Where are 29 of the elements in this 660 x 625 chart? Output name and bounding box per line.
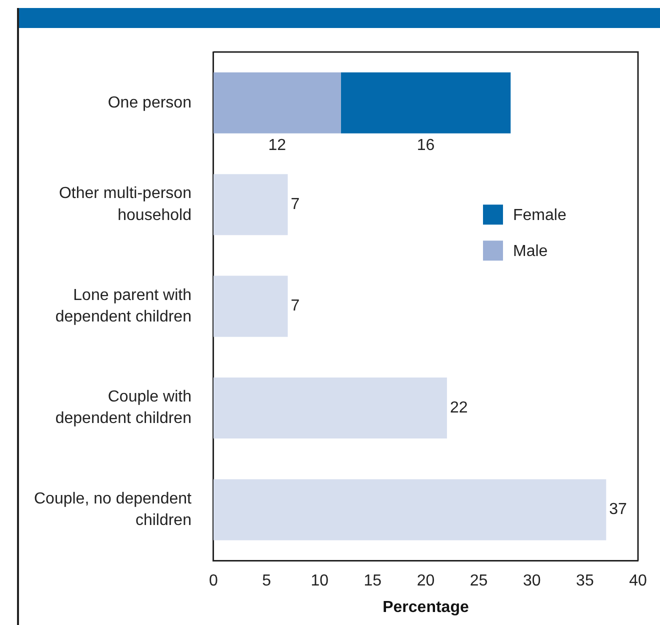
x-tick-label: 25 bbox=[470, 572, 488, 590]
bar bbox=[213, 479, 606, 540]
y-tick-label: Other multi-person household bbox=[58, 185, 192, 224]
bar bbox=[213, 72, 341, 134]
legend-label: Male bbox=[513, 242, 548, 260]
x-tick-label: 15 bbox=[364, 572, 382, 590]
legend-label: Female bbox=[513, 206, 566, 224]
data-label: 37 bbox=[609, 501, 628, 518]
x-tick-label: 30 bbox=[522, 572, 541, 590]
y-tick-label: Couple with dependent children bbox=[55, 388, 192, 428]
y-tick-label: Lone parent with dependent children bbox=[55, 286, 192, 326]
bar bbox=[340, 72, 511, 134]
data-label: 16 bbox=[416, 136, 435, 154]
x-tick-label: 5 bbox=[262, 572, 272, 590]
x-tick-label: 40 bbox=[629, 572, 647, 590]
data-label: 7 bbox=[290, 298, 300, 315]
data-label: 7 bbox=[290, 196, 300, 213]
data-label: 22 bbox=[450, 399, 468, 416]
data-label: 12 bbox=[268, 136, 286, 154]
x-tick-label: 35 bbox=[576, 572, 594, 590]
x-tick-label: 10 bbox=[310, 572, 329, 590]
y-tick-label: Couple, no dependent children bbox=[34, 490, 192, 529]
bar bbox=[213, 276, 288, 337]
x-tick-label: 20 bbox=[416, 572, 435, 590]
x-tick-label: 0 bbox=[209, 572, 218, 590]
bar bbox=[213, 378, 447, 439]
bar bbox=[213, 174, 288, 236]
y-tick-label: One person bbox=[108, 94, 192, 112]
x-axis-title: Percentage bbox=[382, 598, 469, 616]
